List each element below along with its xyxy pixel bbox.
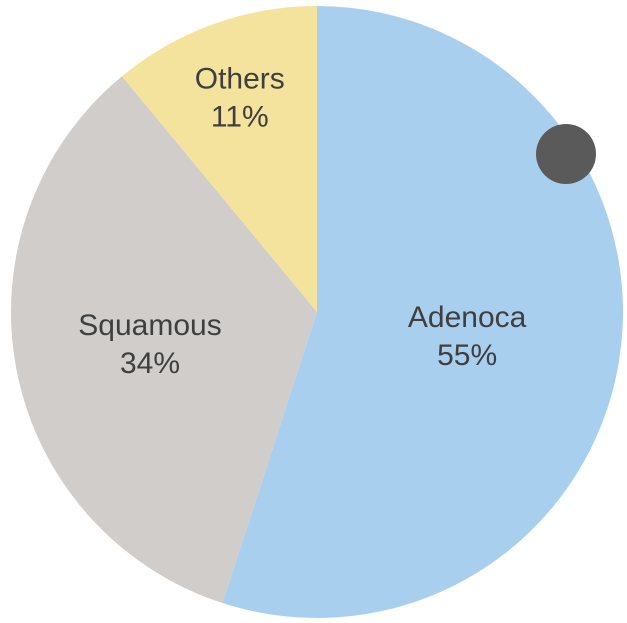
- marker-dot: [536, 124, 596, 184]
- pie-slice-squamous: [10, 76, 317, 604]
- slice-label-others: Others: [195, 62, 285, 95]
- slice-label-adenoca: Adenoca: [408, 301, 527, 334]
- slice-value-squamous: 34%: [120, 347, 180, 380]
- pie-labels: Adenoca 55% Squamous 34% Others 11%: [78, 62, 526, 379]
- pie-slices: [10, 5, 623, 618]
- slice-value-others: 11%: [211, 100, 269, 133]
- pie-slice-others: [121, 5, 317, 312]
- slice-label-squamous: Squamous: [78, 309, 221, 342]
- slice-value-adenoca: 55%: [437, 339, 497, 372]
- pie-slice-adenoca: [222, 6, 623, 618]
